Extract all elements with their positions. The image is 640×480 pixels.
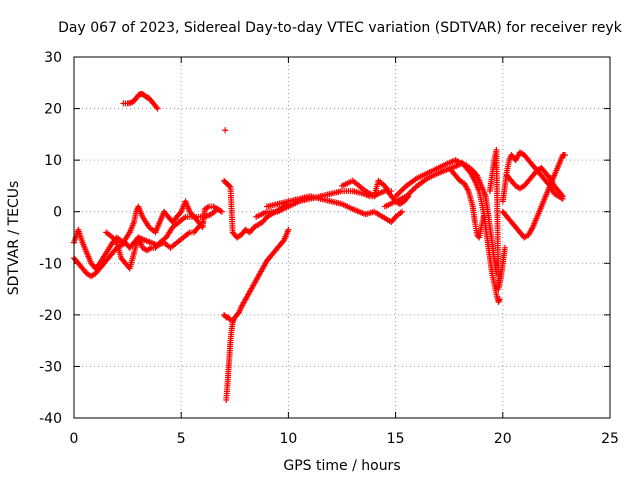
chart-title: Day 067 of 2023, Sidereal Day-to-day VTE… — [58, 20, 623, 36]
data-point — [285, 226, 292, 233]
x-tick-label: 5 — [177, 431, 186, 447]
x-tick-label: 25 — [601, 431, 619, 447]
grid — [74, 57, 610, 418]
data-point — [280, 238, 287, 245]
data-point — [473, 171, 479, 178]
data-point — [226, 315, 233, 322]
y-axis-label: SDTVAR / TECUs — [6, 181, 22, 296]
x-tick-label: 10 — [279, 431, 297, 447]
data-point — [222, 127, 229, 134]
data-point — [480, 213, 487, 220]
y-tick-label: 10 — [44, 153, 62, 169]
y-tick-label: -10 — [39, 256, 62, 272]
data-point — [561, 151, 568, 158]
x-axis-label: GPS time / hours — [283, 458, 400, 474]
data-point — [198, 220, 205, 227]
data-points — [71, 91, 568, 403]
x-tick-label: 15 — [387, 431, 405, 447]
data-point — [153, 104, 160, 111]
data-point — [558, 191, 565, 198]
y-tick-label: 30 — [44, 50, 62, 66]
data-point — [496, 296, 503, 303]
data-point — [559, 193, 566, 200]
data-point — [154, 105, 161, 112]
data-point — [501, 244, 508, 251]
data-point — [112, 238, 119, 245]
data-point — [218, 208, 225, 215]
x-tick-label: 20 — [494, 431, 512, 447]
y-tick-label: 20 — [44, 102, 62, 118]
data-point — [177, 210, 184, 217]
data-point — [214, 206, 221, 213]
data-point — [226, 182, 233, 189]
y-tick-label: -40 — [39, 411, 62, 427]
y-tick-label: 0 — [53, 205, 62, 221]
data-point — [235, 310, 242, 317]
axis-ticks: 0 5 10 15 20 25 -40 -30 -20 -10 0 10 20 30 — [39, 50, 619, 447]
x-tick-label: 0 — [70, 431, 79, 447]
data-point — [199, 219, 206, 226]
data-point — [227, 317, 234, 324]
plot-frame — [73, 56, 611, 419]
data-point — [399, 208, 406, 215]
y-tick-label: -20 — [39, 308, 62, 324]
y-tick-label: -30 — [39, 359, 62, 375]
